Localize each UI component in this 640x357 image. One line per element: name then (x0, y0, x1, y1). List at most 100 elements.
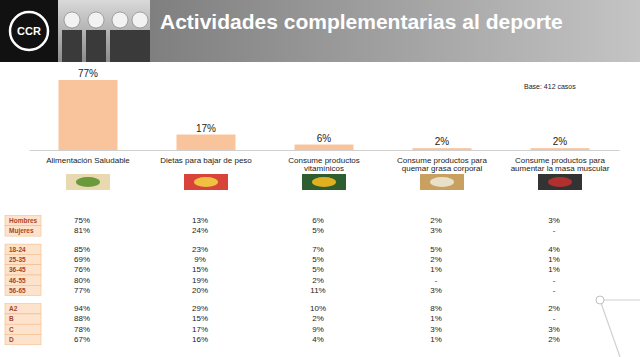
data-label: 6% (317, 133, 332, 144)
row-label-cell (5, 304, 41, 314)
row-label-cell (5, 275, 41, 285)
table-cell: 5% (312, 255, 324, 264)
table-cell: 76% (74, 265, 90, 274)
table-cell: 67% (74, 335, 90, 344)
icon (420, 174, 464, 190)
tick-label: Consume productosvitamínicos (288, 156, 360, 174)
table-cell: 75% (74, 216, 90, 225)
table-cell: 78% (74, 325, 90, 334)
row-label-cell (5, 216, 41, 226)
table-cell: 2% (548, 335, 560, 344)
table-cell: 24% (192, 226, 208, 235)
table-cell: 2% (312, 314, 324, 323)
table-cell: 15% (192, 314, 208, 323)
table-cell: 5% (430, 245, 442, 254)
row-label-cell (5, 226, 41, 236)
tick-label: Alimentación Saludable (46, 156, 130, 165)
table-cell: - (553, 226, 556, 235)
logo-text: CCR (17, 25, 41, 37)
row-label-cell (5, 244, 41, 254)
table-cell: 1% (430, 265, 442, 274)
table-cell: 6% (312, 216, 324, 225)
row-label: 36-45 (9, 266, 26, 273)
row-label: 46-55 (9, 277, 26, 284)
annotation: Base: 412 casos (524, 83, 576, 90)
icon (184, 174, 228, 190)
icon-detail (194, 177, 218, 187)
row-label: Mujeres (9, 227, 34, 235)
table-cell: 81% (74, 226, 90, 235)
table-cell: 11% (310, 286, 325, 295)
tick-label: Consume productos paraquemar grasa corpo… (397, 156, 487, 174)
table-cell: 10% (310, 304, 326, 313)
table-cell: 8% (430, 304, 442, 313)
tick-label: Consume productos paraaumentar la masa m… (511, 156, 610, 174)
table-cell: 2% (312, 276, 324, 285)
data-label: 17% (196, 123, 216, 134)
data-label: 2% (435, 136, 450, 147)
table-cell: 3% (430, 226, 442, 235)
table-cell: 4% (548, 245, 560, 254)
table-cell: 88% (74, 314, 90, 323)
table: Hombres75%13%6%2%3%Mujeres81%24%5%3%-18-… (5, 216, 560, 345)
icon-detail (548, 177, 572, 187)
table-cell: 16% (192, 335, 208, 344)
row-label: 56-65 (9, 287, 26, 294)
table-cell: 77% (74, 286, 90, 295)
table-cell: 15% (192, 265, 208, 274)
table-cell: - (553, 276, 556, 285)
table-cell: 29% (192, 304, 208, 313)
photo-body (86, 30, 106, 62)
table-cell: - (435, 276, 438, 285)
tick: Consume productos paraaumentar la masa m… (511, 156, 610, 174)
data-label: 2% (553, 136, 568, 147)
deco-dot (596, 296, 604, 304)
tick: Consume productosvitamínicos (288, 156, 360, 174)
row-label: B (9, 315, 14, 322)
table-cell: 1% (430, 314, 442, 323)
row-label-cell (5, 335, 41, 345)
table-cell: 4% (312, 335, 324, 344)
icons (66, 174, 582, 190)
row-label: C (9, 326, 14, 333)
tick: Dietas para bajar de peso (160, 156, 252, 165)
table-cell: 85% (74, 245, 90, 254)
bar (295, 145, 354, 150)
table-cell: 3% (548, 325, 560, 334)
table-cell: 7% (312, 245, 324, 254)
table-cell: 19% (192, 276, 208, 285)
photo-face (112, 12, 128, 28)
bar (531, 148, 590, 150)
table-cell: 13% (192, 216, 208, 225)
table-cell: 1% (430, 335, 442, 344)
logo-ring (10, 12, 48, 50)
photo-body (62, 30, 82, 62)
deco-line (600, 300, 640, 357)
table-cell: 9% (194, 255, 206, 264)
row-label: Hombres (9, 217, 38, 224)
icon (302, 174, 346, 190)
row-label: D (9, 336, 14, 343)
table-cell: - (553, 286, 556, 295)
row-label-cell (5, 324, 41, 334)
tick-label: Dietas para bajar de peso (160, 156, 252, 165)
photo-face (64, 12, 80, 28)
icon-detail (76, 177, 100, 187)
row-label: 18-24 (9, 246, 26, 253)
x-axis-line (30, 150, 620, 151)
icon-detail (312, 177, 336, 187)
bar (177, 135, 236, 150)
photo-body (130, 30, 150, 62)
table-cell: 80% (74, 276, 90, 285)
header: CCRActividades complementarias al deport… (0, 0, 640, 62)
bar (59, 80, 118, 150)
table-cell: 9% (312, 325, 324, 334)
icon (66, 174, 110, 190)
row-label-cell (5, 254, 41, 264)
bar (413, 148, 472, 150)
tick: Consume productos paraquemar grasa corpo… (397, 156, 487, 174)
table-cell: 3% (430, 286, 442, 295)
table-cell: 5% (312, 226, 324, 235)
icon (538, 174, 582, 190)
header-photo (58, 0, 150, 62)
